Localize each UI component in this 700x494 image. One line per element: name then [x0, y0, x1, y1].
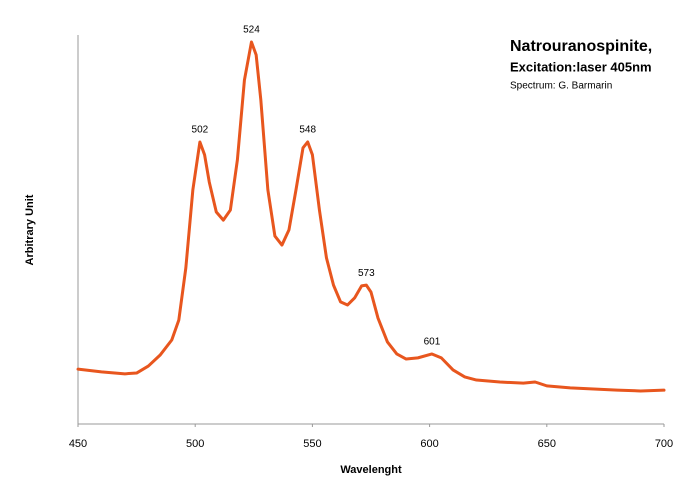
- peak-label: 524: [243, 25, 260, 36]
- y-axis-label: Arbitrary Unit: [24, 194, 36, 265]
- chart-subtitle: Excitation:laser 405nm: [510, 59, 652, 74]
- x-tick-label: 450: [69, 438, 87, 450]
- x-tick-label: 600: [420, 438, 438, 450]
- spectrum-line: [76, 40, 666, 393]
- peak-label: 573: [358, 268, 375, 279]
- peak-label: 502: [192, 125, 209, 136]
- x-tick-label: 500: [186, 438, 204, 450]
- chart-credit: Spectrum: G. Barmarin: [510, 81, 612, 92]
- peak-label: 601: [424, 337, 441, 348]
- chart-title: Natrouranospinite,: [510, 38, 652, 55]
- x-tick-label: 700: [655, 438, 673, 450]
- peak-label: 548: [299, 125, 316, 136]
- x-axis-label: Wavelenght: [340, 464, 402, 476]
- x-tick-label: 550: [303, 438, 321, 450]
- x-tick-label: 650: [538, 438, 556, 450]
